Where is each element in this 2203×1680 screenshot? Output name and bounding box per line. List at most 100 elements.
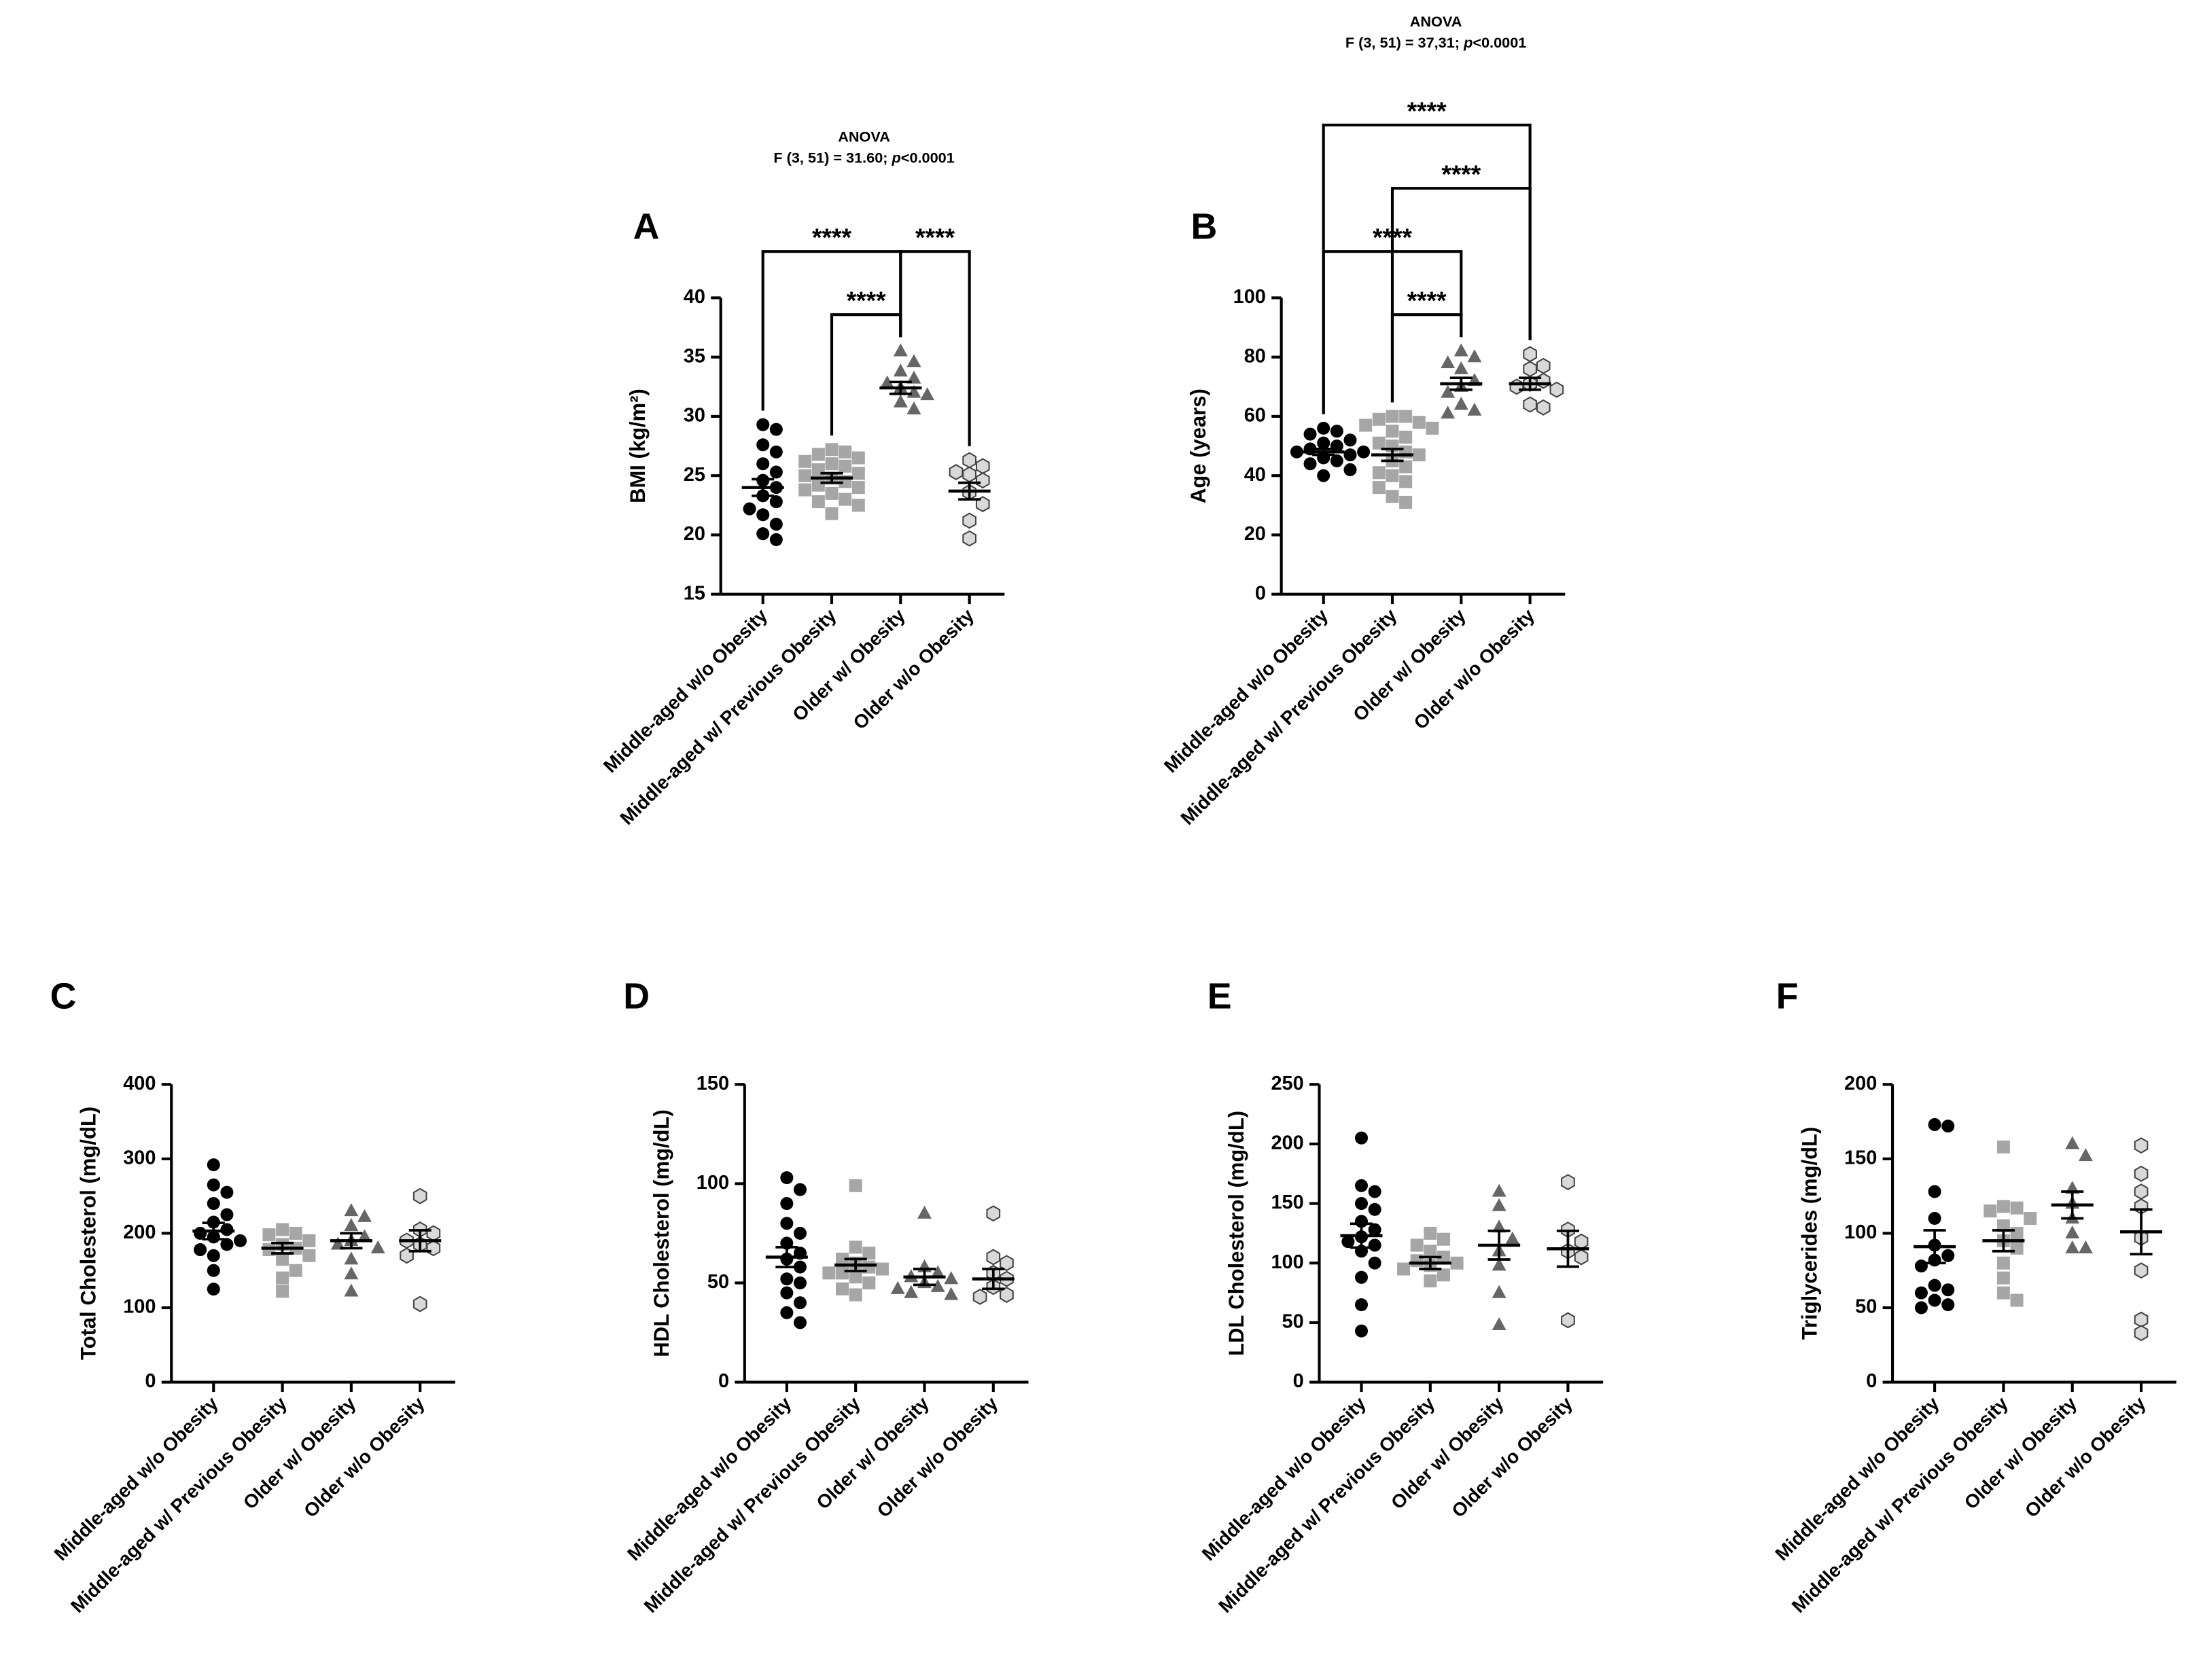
data-point — [1412, 448, 1426, 462]
data-point — [194, 1243, 207, 1257]
data-point — [769, 423, 783, 436]
data-point — [1330, 425, 1343, 438]
data-point — [207, 1249, 220, 1262]
data-point — [357, 1209, 372, 1222]
data-point — [2010, 1201, 2024, 1215]
data-point — [1000, 1255, 1014, 1272]
data-point — [930, 1265, 945, 1279]
y-tick-label: 20 — [684, 523, 705, 545]
data-point — [875, 1262, 889, 1276]
y-axis-label: HDL Cholesterol (mg/dL) — [650, 1109, 673, 1357]
data-point — [1424, 1274, 1437, 1288]
y-axis-label: LDL Cholesterol (mg/dL) — [1224, 1111, 1248, 1356]
data-point — [1368, 1202, 1381, 1216]
data-point — [1386, 425, 1399, 438]
data-point — [1343, 463, 1357, 476]
data-point — [793, 1183, 807, 1196]
data-point — [2134, 1325, 2149, 1342]
data-point — [839, 493, 852, 506]
data-point — [344, 1266, 359, 1280]
error-bar — [2130, 1208, 2153, 1255]
data-point — [1341, 1235, 1355, 1249]
panel-label: B — [1191, 206, 1218, 247]
data-point — [1941, 1283, 1955, 1297]
data-point — [1467, 402, 1482, 416]
data-point — [836, 1282, 849, 1295]
data-point — [1426, 421, 1439, 435]
data-point — [1354, 1131, 1369, 1145]
data-point — [839, 459, 852, 473]
data-point — [1359, 418, 1373, 432]
data-point — [851, 481, 865, 495]
data-point — [1441, 406, 1456, 419]
data-point — [1453, 361, 1468, 374]
data-point — [1303, 457, 1317, 471]
y-tick-label: 0 — [1866, 1370, 1877, 1392]
error-bar — [1992, 1229, 2015, 1253]
data-point — [1343, 433, 1357, 447]
y-tick-label: 300 — [123, 1147, 156, 1168]
data-point — [1343, 448, 1357, 462]
data-point — [426, 1240, 441, 1257]
data-point — [851, 499, 865, 512]
data-point — [1574, 1233, 1589, 1250]
y-tick-label: 200 — [1271, 1132, 1303, 1154]
data-point — [1354, 1324, 1369, 1338]
data-point — [1928, 1118, 1941, 1131]
data-point — [1368, 1223, 1381, 1236]
data-point — [330, 1236, 345, 1250]
error-bar — [1519, 376, 1542, 391]
data-point — [862, 1247, 876, 1260]
data-point — [1437, 1268, 1450, 1282]
y-tick-label: 25 — [684, 464, 705, 486]
data-point — [1437, 1250, 1450, 1264]
data-point — [2134, 1183, 2149, 1200]
data-point — [769, 533, 783, 546]
data-point — [2010, 1241, 2024, 1255]
y-axis-label: Triglycerides (mg/dL) — [1797, 1127, 1821, 1340]
error-bar — [1556, 1230, 1579, 1268]
data-point — [890, 1281, 905, 1294]
data-point — [207, 1264, 220, 1277]
data-point — [1437, 1232, 1450, 1246]
data-point — [207, 1178, 220, 1192]
data-point — [756, 457, 770, 471]
data-point — [962, 530, 976, 547]
error-bar — [752, 478, 775, 497]
significance-label: **** — [812, 223, 851, 251]
y-tick-label: 0 — [1255, 582, 1266, 604]
panel-label: F — [1776, 976, 1799, 1016]
data-point — [825, 507, 839, 520]
data-point — [1412, 416, 1426, 429]
data-point — [207, 1158, 220, 1172]
data-point — [849, 1288, 862, 1302]
data-point — [851, 451, 865, 465]
y-tick-label: 200 — [123, 1221, 156, 1243]
y-tick-label: 100 — [697, 1172, 729, 1194]
data-point — [893, 343, 908, 357]
y-tick-label: 400 — [123, 1073, 156, 1094]
data-point — [2065, 1136, 2080, 1149]
data-point — [798, 454, 812, 468]
data-point — [822, 1266, 836, 1280]
data-point — [1386, 469, 1399, 482]
significance-label: **** — [1407, 286, 1447, 315]
y-tick-label: 80 — [1244, 345, 1266, 367]
data-point — [2134, 1262, 2149, 1279]
significance-label: **** — [847, 286, 886, 315]
significance-label: **** — [915, 223, 955, 251]
y-tick-label: 150 — [697, 1073, 729, 1094]
data-point — [1941, 1298, 1955, 1312]
error-bar — [775, 1246, 798, 1268]
data-point — [825, 486, 839, 500]
anova-f: F (3, 51) = 37,31; — [1345, 34, 1464, 51]
data-point — [1536, 357, 1551, 374]
data-point — [906, 370, 921, 384]
anova-p: p — [1463, 34, 1473, 51]
data-point — [1368, 1185, 1381, 1198]
data-point — [1317, 421, 1330, 435]
error-bar — [1312, 448, 1335, 457]
data-point — [412, 1295, 427, 1312]
y-tick-label: 40 — [684, 286, 705, 308]
y-tick-label: 100 — [1271, 1251, 1303, 1273]
